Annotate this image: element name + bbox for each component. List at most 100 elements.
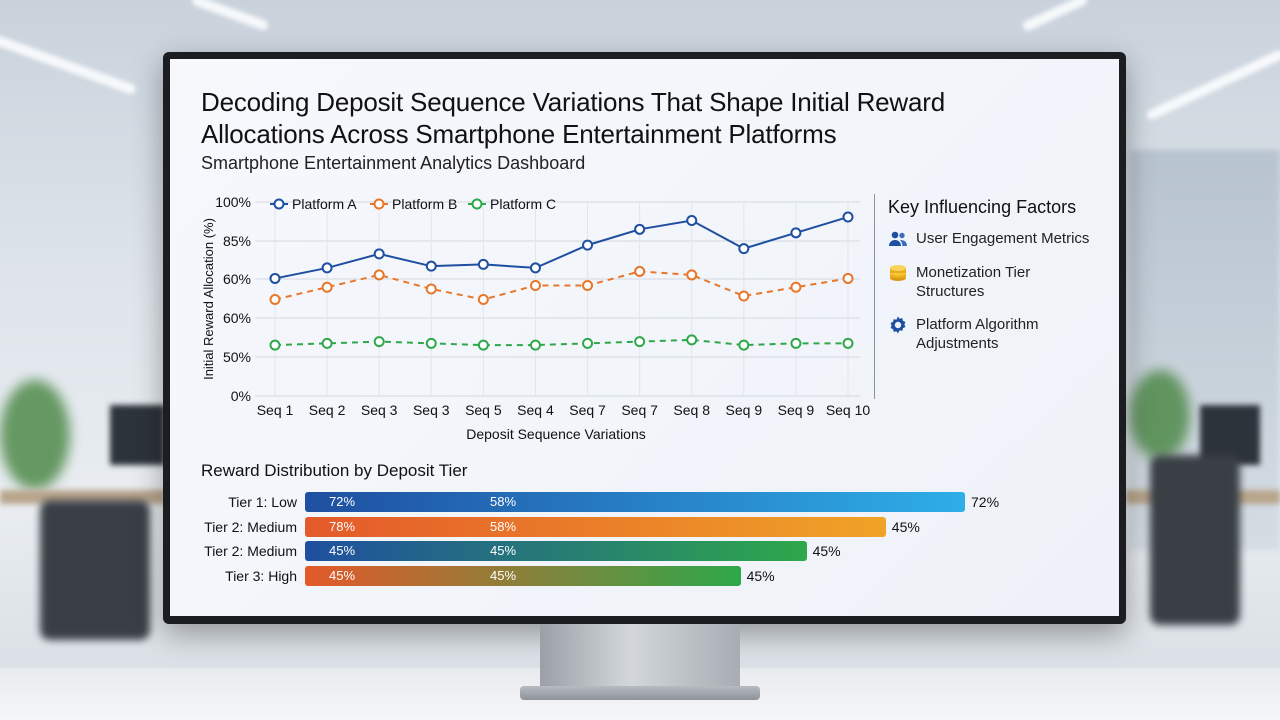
data-point [634,265,646,277]
coins-icon [890,265,906,281]
data-point [373,269,385,281]
data-point [842,337,854,349]
factor-monetization: Monetization Tier Structures [888,263,1078,301]
factor-user-engagement: User Engagement Metrics [888,229,1089,249]
data-point [842,272,854,284]
legend-label: Platform B [392,196,457,212]
tier-row: Tier 2: Medium 45% 45% 45% [170,541,1119,561]
data-point [738,290,750,302]
y-axis-title: Initial Reward Allocation (%) [201,218,216,380]
legend-marker [273,198,285,210]
data-point [425,260,437,272]
data-point [790,227,802,239]
data-point [790,281,802,293]
tier-label: Tier 3: High [225,568,297,584]
x-axis-title: Deposit Sequence Variations [466,426,646,442]
y-tick-label: 60% [223,271,251,287]
data-point [269,272,281,284]
x-tick-label: Seq 9 [726,402,763,418]
y-tick-label: 100% [215,194,251,210]
users-icon [889,231,907,246]
series-line [274,270,849,301]
factor-label: User Engagement Metrics [916,230,1090,247]
data-point [269,339,281,351]
page-title: Decoding Deposit Sequence Variations Tha… [201,87,945,149]
data-point [477,339,489,351]
tier-value-end: 72% [971,494,1000,510]
gear-icon [890,316,906,334]
tier-value-mid: 58% [489,519,517,534]
tier-row: Tier 3: High 45% 45% 45% [170,566,1119,586]
tier-bar: 72% 58% [305,492,965,512]
data-point [321,262,333,274]
tier-value-end: 45% [812,543,841,559]
data-point [425,283,437,295]
tier-value-mid: 45% [489,543,517,558]
page-subtitle: Smartphone Entertainment Analytics Dashb… [201,153,586,173]
x-tick-label: Seq 2 [309,402,346,418]
data-point [842,211,854,223]
x-tick-label: Seq 4 [517,402,554,418]
tier-value-end: 45% [746,568,775,584]
legend-marker [373,198,385,210]
tier-value-mid: 58% [489,494,517,509]
data-point [686,269,698,281]
data-point [738,339,750,351]
legend-marker [471,198,483,210]
y-tick-label: 0% [231,388,251,404]
x-tick-label: Seq 8 [673,402,710,418]
data-point [477,258,489,270]
data-point [686,215,698,227]
factor-label: Monetization Tier Structures [916,264,1031,300]
data-point [738,243,750,255]
legend-label: Platform C [490,196,556,212]
data-point [582,239,594,251]
tier-bar: 45% 45% [305,566,741,586]
x-tick-label: Seq 10 [826,402,871,418]
factors-title: Key Influencing Factors [888,197,1077,217]
data-point [477,294,489,305]
tier-value-left: 45% [329,568,356,583]
x-tick-label: Seq 3 [361,402,398,418]
x-tick-label: Seq 7 [621,402,658,418]
x-tick-label: Seq 9 [778,402,815,418]
data-point [373,248,385,260]
tier-value-end: 45% [891,519,920,535]
y-tick-label: 60% [223,310,251,326]
tier-label: Tier 2: Medium [204,519,297,535]
monitor-stand [540,624,740,690]
data-point [529,279,541,291]
tier-value-mid: 45% [489,568,517,583]
x-tick-label: Seq 5 [465,402,502,418]
data-point [686,334,698,346]
line-chart: 0% 50% 60% 60% 85% 100% Seq 1 Seq 2 Seq 3 Seq 3 Se… [201,194,871,442]
data-point [373,336,385,348]
data-point [321,281,333,293]
y-tick-label: 50% [223,349,251,365]
dashboard-screen: Decoding Deposit Sequence Variations Tha… [170,59,1119,616]
data-point [321,337,333,349]
data-point [529,339,541,351]
data-point [790,337,802,349]
data-point [269,294,281,305]
tier-row: Tier 2: Medium 78% 58% 45% [170,517,1119,537]
x-tick-label: Seq 3 [413,402,450,418]
data-point [634,223,646,235]
factor-algorithm: Platform Algorithm Adjustments [888,315,1078,353]
tier-value-left: 78% [329,519,356,534]
x-tick-label: Seq 1 [257,402,294,418]
data-point [582,337,594,349]
tier-bar: 78% 58% [305,517,886,537]
tier-bar: 45% 45% [305,541,807,561]
data-point [634,336,646,348]
y-tick-label: 85% [223,233,251,249]
factors-divider [874,194,875,399]
factor-label: Platform Algorithm Adjustments [916,316,1039,352]
tier-value-left: 45% [329,543,356,558]
data-point [529,262,541,274]
data-point [425,337,437,349]
series-line [274,338,848,347]
x-tick-label: Seq 7 [569,402,606,418]
tier-label: Tier 1: Low [228,494,297,510]
series-line [274,216,849,280]
